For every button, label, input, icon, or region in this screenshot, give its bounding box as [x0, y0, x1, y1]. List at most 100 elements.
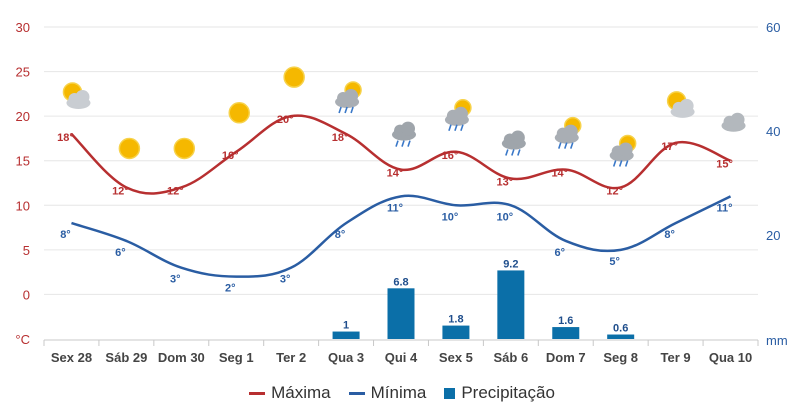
x-tick-label: Qua 3	[328, 350, 364, 365]
rain-drop	[570, 142, 574, 149]
rain-drop	[612, 160, 617, 167]
x-tick-label: Ter 9	[661, 350, 691, 365]
min-temperature-label: 10°	[497, 211, 514, 223]
sun-cloud-rain-icon	[444, 99, 472, 132]
precipitation-bar	[552, 327, 580, 339]
rain-drop	[407, 140, 411, 147]
x-tick-label: Qui 4	[385, 350, 418, 365]
rain-drop	[624, 160, 629, 167]
max-temperature-label: 17°	[661, 141, 678, 153]
precipitation-label: 0.6	[613, 323, 628, 335]
y-left-tick-label: 10	[16, 198, 30, 213]
rain-drop	[618, 160, 623, 167]
max-temperature-label: 15°	[716, 159, 733, 171]
y-left-tick-label: 15	[16, 154, 30, 169]
max-temperature-label: 18°	[332, 132, 349, 144]
legend-max-label: Máxima	[271, 383, 331, 402]
x-tick-label: Dom 7	[546, 350, 586, 365]
x-tick-label: Ter 2	[276, 350, 306, 365]
weather-icons	[62, 66, 746, 167]
x-tick-label: Sáb 6	[494, 350, 529, 365]
cloud-shape	[679, 98, 694, 113]
sun-icon	[173, 137, 196, 160]
precipitation-label: 1.8	[448, 314, 463, 326]
precipitation-label: 1	[343, 320, 349, 332]
precipitation-label: 1.6	[558, 315, 573, 327]
sun-shape	[283, 66, 305, 88]
rain-drop	[517, 149, 521, 156]
sun-cloud-rain-icon	[609, 134, 637, 167]
y-left-tick-label: °C	[15, 332, 30, 347]
cloud-rain-icon	[501, 130, 526, 156]
min-temperature-line	[71, 194, 732, 278]
y-right-tick-label: 60	[766, 20, 780, 35]
sun-shape	[228, 102, 250, 124]
max-temperature-label: 18°	[57, 132, 74, 144]
y-left-tick-label: 25	[16, 65, 30, 80]
y-left-tick-label: 0	[23, 287, 30, 302]
x-tick-label: Sex 5	[439, 350, 473, 365]
rain-drop	[448, 124, 452, 132]
max-temperature-label: 14°	[551, 168, 568, 180]
max-temperature-label: 12°	[167, 185, 184, 197]
x-tick-label: Seg 8	[603, 350, 638, 365]
min-temperature-label: 5°	[609, 256, 620, 268]
sun-shape	[173, 137, 196, 160]
sun-cloud-rain-icon	[554, 116, 582, 149]
cloud-shape	[401, 121, 415, 136]
sun-icon	[228, 102, 250, 124]
min-temperature-label: 8°	[664, 229, 675, 241]
min-temperature-label: 3°	[280, 274, 291, 286]
max-temperature-label: 12°	[112, 185, 129, 197]
sun-icon	[118, 137, 141, 160]
legend-item-min[interactable]: Mínima	[348, 383, 427, 403]
y-right-tick-label: 20	[766, 228, 780, 243]
cloud-shape	[730, 112, 745, 127]
legend-item-max[interactable]: Máxima	[249, 383, 331, 403]
sun-shape	[118, 137, 141, 160]
x-tick-label: Sáb 29	[105, 350, 147, 365]
rain-drop	[564, 142, 568, 149]
max-temperature-label: 16°	[442, 150, 459, 162]
cloud-shape	[75, 89, 90, 104]
min-temperature-label: 8°	[60, 229, 71, 241]
precipitation-label: 6.8	[393, 276, 408, 288]
cloud-shape	[510, 130, 525, 145]
rain-drop	[460, 124, 464, 132]
sun-icon	[283, 66, 305, 88]
min-temperature-label: 6°	[555, 247, 566, 259]
x-axis-days: Sex 28 Sáb 29 Dom 30 Seg 1 Ter 2 Qua 3 Qui 4 Se…	[43, 339, 759, 365]
partly-cloudy-icon	[62, 82, 91, 109]
x-tick-label: Qua 10	[709, 350, 752, 365]
min-temperature-label: 11°	[717, 202, 733, 214]
legend-precip-label: Precipitação	[461, 383, 555, 402]
legend-min-swatch	[348, 391, 365, 395]
legend-min-label: Mínima	[370, 383, 427, 402]
left-axis-temperature: 30 25 20 15 10 5 0 °C	[15, 20, 30, 347]
precipitation-bar	[387, 288, 415, 339]
legend-item-precip[interactable]: Precipitação	[444, 383, 555, 403]
partly-cloudy-icon	[666, 91, 695, 118]
legend-precip-swatch	[444, 387, 456, 399]
cloud-icon	[721, 112, 746, 132]
rain-drop	[401, 140, 405, 147]
max-temperature-label: 13°	[497, 177, 514, 189]
min-temperature-label: 10°	[442, 211, 459, 223]
max-temperature-label: 16°	[222, 150, 239, 162]
temperature-lines: 18° 12° 12° 16° 20° 18° 14° 16° 13° 14° 12° 17° 15° 8…	[57, 114, 733, 294]
rain-drop	[505, 149, 509, 156]
x-tick-label: Sex 28	[51, 350, 92, 365]
precipitation-bar	[497, 270, 525, 339]
rain-drop	[454, 124, 458, 132]
max-temperature-label: 12°	[606, 185, 623, 197]
min-temperature-label: 11°	[387, 202, 403, 214]
max-temperature-label: 20°	[277, 114, 294, 126]
rain-drop	[350, 106, 354, 114]
cloud-shape	[563, 124, 578, 139]
cloud-shape	[344, 88, 359, 103]
min-temperature-label: 8°	[335, 229, 346, 241]
y-left-tick-label: 5	[23, 243, 30, 258]
rain-drop	[511, 149, 515, 156]
max-temperature-line	[70, 114, 732, 195]
